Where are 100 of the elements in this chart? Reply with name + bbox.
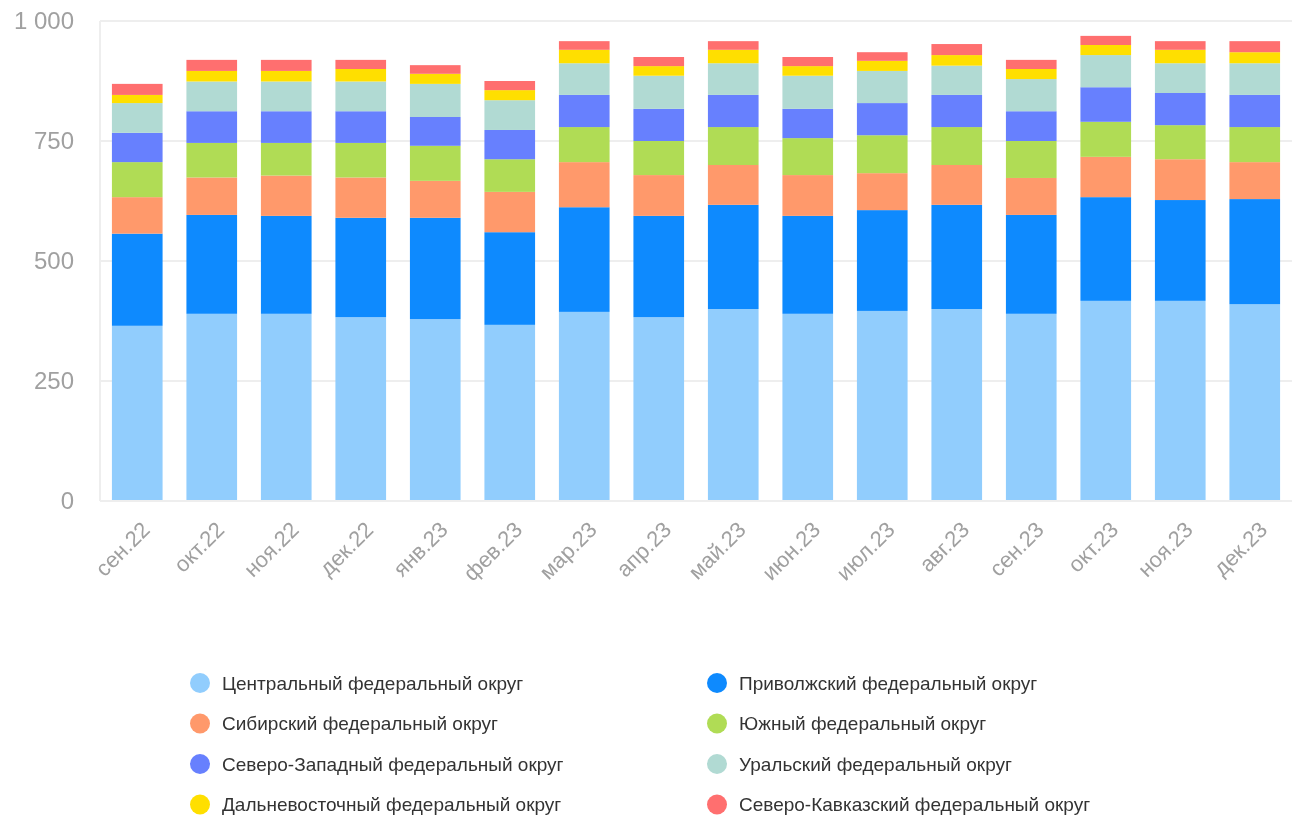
bar xyxy=(782,175,834,216)
bar xyxy=(558,127,610,163)
bar xyxy=(633,141,685,176)
bar xyxy=(260,215,312,314)
bar xyxy=(335,59,387,69)
bar xyxy=(111,162,163,198)
bar xyxy=(484,81,536,91)
bar xyxy=(186,81,238,112)
bar xyxy=(260,111,312,143)
bar xyxy=(260,142,312,176)
bar xyxy=(260,313,312,501)
bar xyxy=(558,49,610,64)
bar xyxy=(335,142,387,178)
bar xyxy=(186,313,238,501)
bar xyxy=(782,138,834,176)
bar xyxy=(856,70,908,104)
bar xyxy=(558,207,610,312)
bar xyxy=(186,177,238,215)
bar xyxy=(856,210,908,311)
bar xyxy=(1229,162,1281,200)
y-tick-label: 250 xyxy=(33,367,74,395)
bar xyxy=(1154,63,1206,93)
bar xyxy=(856,135,908,174)
bar xyxy=(931,65,983,95)
bar xyxy=(633,75,685,109)
bar xyxy=(782,313,834,501)
bar xyxy=(1154,300,1206,501)
bar xyxy=(335,81,387,112)
bar xyxy=(1229,304,1281,501)
y-tick-label: 750 xyxy=(33,127,74,155)
bar xyxy=(111,103,163,133)
bar xyxy=(633,175,685,216)
bar xyxy=(409,180,461,218)
bar xyxy=(558,63,610,95)
bar xyxy=(484,129,536,160)
bar xyxy=(484,90,536,101)
bar xyxy=(260,81,312,112)
y-tick-label: 0 xyxy=(60,487,74,515)
bar xyxy=(931,165,983,205)
legend-label: Сибирский федеральный округ xyxy=(222,713,499,735)
bar xyxy=(707,41,759,50)
bar xyxy=(111,94,163,104)
bar xyxy=(186,142,238,178)
bar xyxy=(707,63,759,95)
bar xyxy=(1005,111,1057,141)
y-tick-label: 1 000 xyxy=(13,7,74,35)
bar xyxy=(1005,59,1057,69)
bar xyxy=(260,70,312,82)
bar xyxy=(856,103,908,136)
legend-label: Приволжский федеральный округ xyxy=(739,672,1038,694)
bar xyxy=(484,324,536,501)
bar xyxy=(1229,127,1281,163)
bar xyxy=(856,60,908,71)
bar xyxy=(782,108,834,139)
bar xyxy=(633,108,685,141)
bar xyxy=(1080,121,1132,157)
bar xyxy=(707,165,759,205)
legend-label: Южный федеральный округ xyxy=(739,713,987,735)
bar xyxy=(931,309,983,501)
bar xyxy=(1229,199,1281,305)
legend-label: Северо-Западный федеральный округ xyxy=(222,753,564,775)
bar xyxy=(409,73,461,84)
bar xyxy=(707,127,759,165)
bar xyxy=(1154,200,1206,301)
bar xyxy=(409,217,461,320)
bar xyxy=(1080,197,1132,301)
bar xyxy=(1080,87,1132,122)
bar xyxy=(186,214,238,314)
bar xyxy=(931,204,983,309)
bar xyxy=(335,217,387,318)
bar xyxy=(558,311,610,501)
bar xyxy=(111,132,163,163)
y-tick-label: 500 xyxy=(33,247,74,275)
bar xyxy=(1005,79,1057,112)
legend-label: Центральный федеральный округ xyxy=(222,672,524,694)
bar xyxy=(1080,45,1132,56)
bar xyxy=(484,159,536,192)
bar xyxy=(1080,300,1132,501)
bar xyxy=(484,100,536,130)
bar xyxy=(186,111,238,143)
bar xyxy=(1154,159,1206,201)
bar xyxy=(1005,69,1057,80)
bar xyxy=(633,215,685,318)
bar xyxy=(707,309,759,501)
bar xyxy=(409,83,461,117)
bar xyxy=(1080,35,1132,45)
bar xyxy=(260,59,312,71)
bar xyxy=(409,145,461,181)
bar xyxy=(1005,141,1057,178)
bar xyxy=(931,44,983,56)
bar xyxy=(1154,93,1206,126)
bar xyxy=(707,204,759,309)
bar xyxy=(782,57,834,67)
bar xyxy=(1154,41,1206,50)
bar xyxy=(335,177,387,218)
bar xyxy=(782,75,834,109)
bar xyxy=(1080,156,1132,198)
bar xyxy=(856,173,908,211)
bar xyxy=(409,319,461,501)
bar xyxy=(484,232,536,325)
